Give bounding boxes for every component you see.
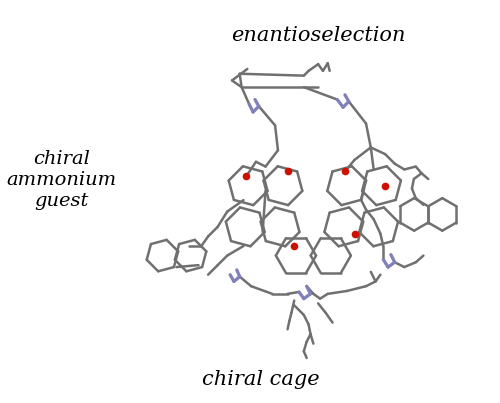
Text: enantioselection: enantioselection <box>231 26 406 45</box>
Text: chiral cage: chiral cage <box>202 370 320 389</box>
Text: chiral
ammonium
guest: chiral ammonium guest <box>6 150 116 210</box>
